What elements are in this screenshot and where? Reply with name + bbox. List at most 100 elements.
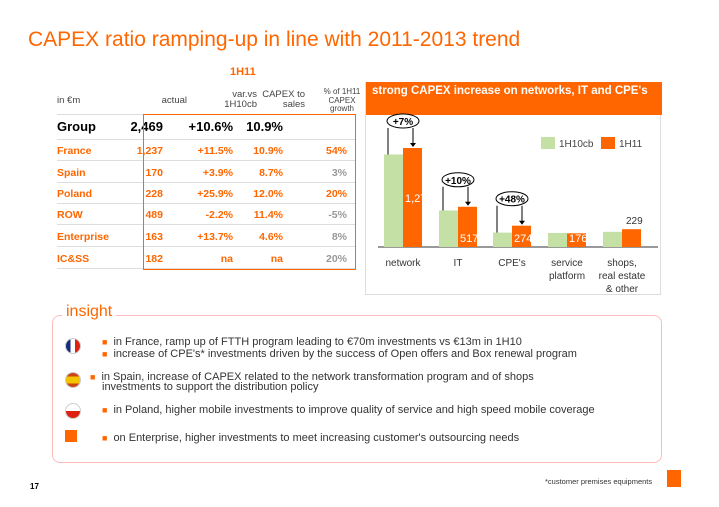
poland-flag-icon: [65, 403, 81, 419]
growth-annotation: +7%: [393, 117, 413, 128]
cell-growth: 8%: [331, 231, 347, 243]
cell-label: Enterprise: [57, 231, 109, 243]
bar-1h10cb: [548, 233, 567, 247]
business-services-logo-icon: [65, 430, 77, 442]
insight-text: in Spain, increase of CAPEX related to t…: [101, 371, 534, 393]
cell-var: +10.6%: [188, 119, 233, 134]
cell-ratio: 11.4%: [253, 209, 283, 221]
chart-title: strong CAPEX increase on networks, IT an…: [366, 82, 662, 115]
bar-1h11: [622, 229, 641, 247]
bar-1h11: [458, 206, 477, 247]
cell-growth: 54%: [325, 145, 347, 157]
bar-chart: 1,273 network 517 IT 274 CPE's 176 service platf…: [378, 113, 658, 295]
insight-label: insight: [62, 303, 117, 321]
footnote: *customer premises equipments: [545, 477, 653, 486]
cell-growth: -5%: [328, 209, 347, 221]
table-row: Group 2,469 +10.6% 10.9%: [57, 115, 355, 140]
cell-actual: 182: [145, 253, 163, 265]
growth-bubble: [386, 113, 420, 129]
col-header-growth: % of 1H11 CAPEX growth: [323, 87, 361, 113]
category-label: platform: [549, 271, 585, 282]
col-header-unit: in €m: [57, 95, 81, 106]
category-label: network: [385, 258, 421, 269]
cell-label: IC&SS: [57, 253, 90, 265]
cell-actual: 228: [145, 188, 163, 200]
table-row: ROW 489 -2.2% 11.4% -5%: [57, 204, 355, 225]
growth-annotation: +10%: [445, 176, 471, 187]
arrow-head-icon: [410, 143, 416, 147]
highlight-box: [143, 114, 356, 270]
legend-label: 1H11: [619, 139, 643, 150]
france-flag-icon: [65, 338, 81, 354]
insight-text: in France, ramp up of FTTH program leadi…: [113, 336, 522, 348]
bar-1h11: [403, 148, 422, 247]
page-number: 17: [30, 482, 39, 491]
data-label: 229: [626, 216, 643, 227]
arrow-head-icon: [519, 220, 525, 225]
category-label: real estate: [599, 271, 646, 282]
cell-label: Group: [57, 119, 96, 134]
legend-swatch: [601, 137, 615, 149]
cell-label: Spain: [57, 167, 86, 179]
cell-label: ROW: [57, 209, 83, 221]
cell-var: +13.7%: [197, 231, 233, 243]
data-label: 274: [514, 233, 532, 245]
arrow-head-icon: [465, 201, 471, 206]
cell-ratio: 8.7%: [259, 167, 283, 179]
category-label: service: [551, 258, 583, 269]
cell-growth: 20%: [325, 188, 347, 200]
cell-growth: 3%: [331, 167, 347, 179]
growth-bubble: [441, 172, 475, 188]
insight-bullet: ■ on Enterprise, higher investments to me…: [102, 432, 520, 444]
cell-ratio: na: [270, 253, 283, 265]
table-row: Spain 170 +3.9% 8.7% 3%: [57, 162, 355, 183]
data-label: 176: [569, 233, 587, 245]
bar-1h10cb: [439, 210, 458, 247]
cell-actual: 2,469: [130, 119, 163, 134]
insight-bullet: ■ increase of CPE's* investments driven b…: [102, 348, 577, 360]
cell-ratio: 10.9%: [246, 119, 283, 134]
insight-bullet: ■ in Spain, increase of CAPEX related to …: [90, 371, 534, 393]
table-row: IC&SS 182 na na 20%: [57, 248, 355, 269]
cell-ratio: 10.9%: [253, 145, 283, 157]
category-label: shops,: [607, 258, 636, 269]
bar-1h11: [512, 225, 531, 247]
table-row: Poland 228 +25.9% 12.0% 20%: [57, 183, 355, 204]
insight-bullet: ■ in France, ramp up of FTTH program lead…: [102, 336, 522, 348]
slide-title: CAPEX ratio ramping-up in line with 2011…: [28, 28, 521, 51]
col-header-var: var.vs 1H10cb: [224, 89, 257, 110]
cell-var: +3.9%: [202, 167, 233, 179]
table-row: Enterprise 163 +13.7% 4.6% 8%: [57, 226, 355, 247]
insight-text: in Poland, higher mobile investments to …: [113, 404, 595, 416]
category-label: CPE's: [498, 258, 525, 269]
legend-swatch: [541, 137, 555, 149]
cell-actual: 170: [145, 167, 163, 179]
spain-flag-icon: [65, 372, 81, 388]
cell-var: +25.9%: [197, 188, 233, 200]
growth-bubble: [495, 191, 529, 207]
cell-actual: 163: [145, 231, 163, 243]
cell-var: +11.5%: [197, 145, 233, 157]
cell-ratio: 12.0%: [253, 188, 283, 200]
cell-label: Poland: [57, 188, 93, 200]
data-label: 517: [460, 233, 478, 245]
bar-1h10cb: [493, 232, 512, 247]
cell-var: na: [220, 253, 233, 265]
bar-1h11: [567, 233, 586, 247]
data-label: 1,273: [405, 193, 433, 205]
bar-1h10cb: [384, 154, 403, 247]
legend-label: 1H10cb: [559, 139, 594, 150]
bar-1h10cb: [603, 231, 622, 247]
growth-annotation: +48%: [499, 195, 525, 206]
cell-label: France: [57, 145, 92, 157]
period-header: 1H11: [230, 66, 256, 78]
cell-actual: 489: [145, 209, 163, 221]
cell-ratio: 4.6%: [259, 231, 283, 243]
cell-var: -2.2%: [205, 209, 233, 221]
insight-bullet: ■ in Poland, higher mobile investments to…: [102, 404, 595, 416]
category-label: & other: [606, 284, 639, 295]
orange-logo-icon: [667, 470, 681, 487]
insight-text: increase of CPE's* investments driven by…: [113, 348, 577, 360]
chart-panel: strong CAPEX increase on networks, IT an…: [365, 82, 662, 295]
col-header-actual: actual: [161, 95, 187, 106]
